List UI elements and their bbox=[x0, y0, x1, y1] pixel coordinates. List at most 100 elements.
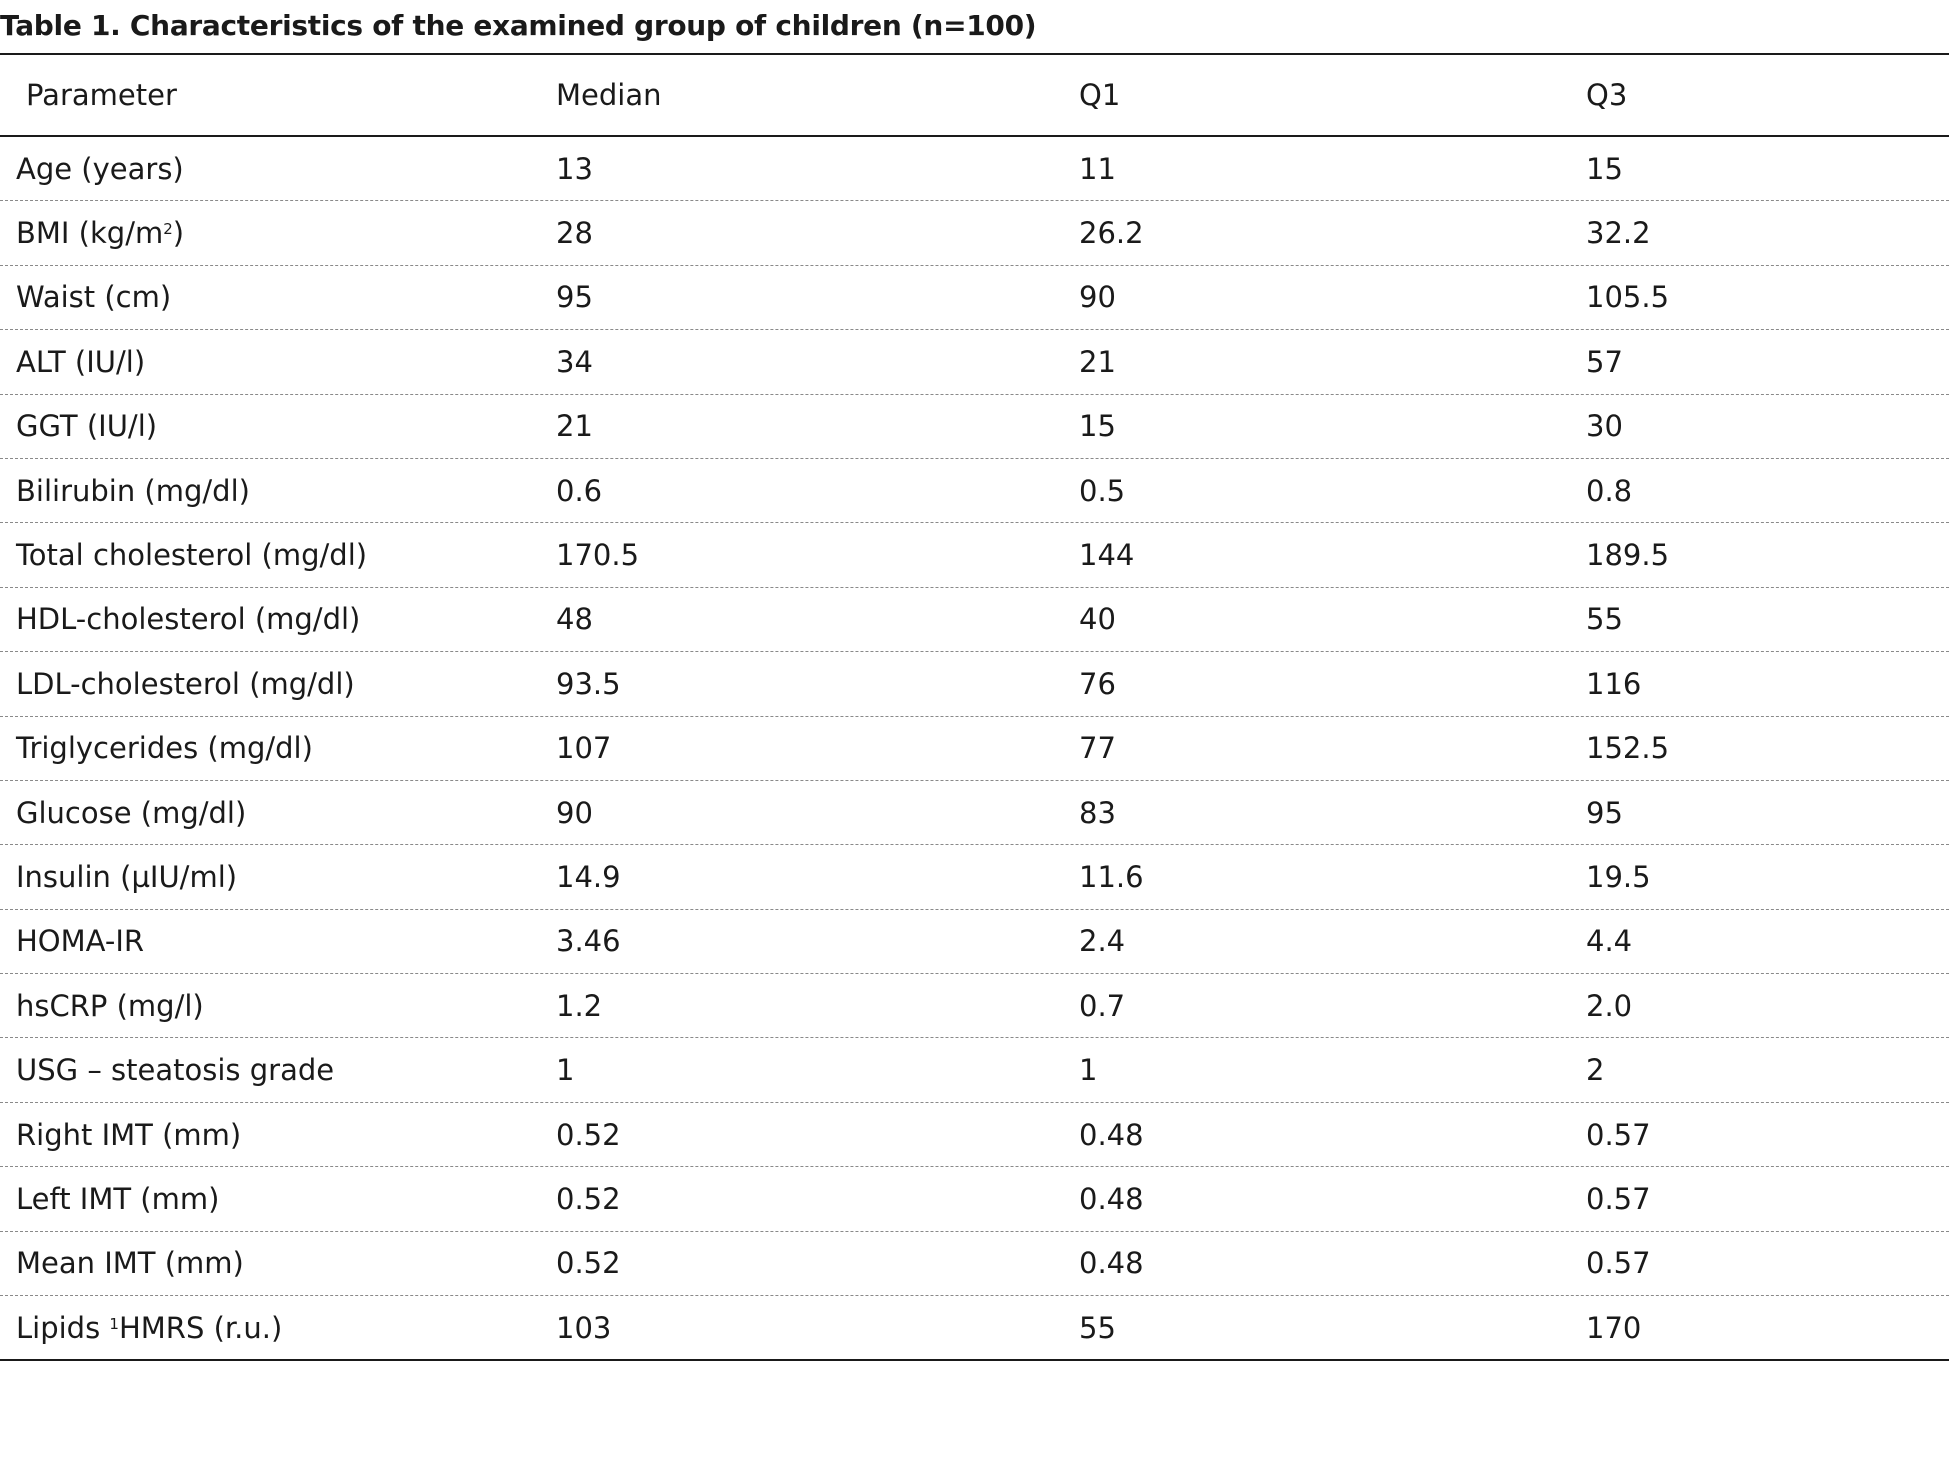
cell-parameter: Lipids 1HMRS (r.u.) bbox=[16, 1296, 282, 1359]
cell-q3: 0.57 bbox=[1586, 1246, 1651, 1281]
cell-parameter: Total cholesterol (mg/dl) bbox=[16, 523, 367, 586]
parameter-main: LDL-cholesterol (mg/dl) bbox=[16, 666, 355, 701]
cell-q1: 144 bbox=[1079, 538, 1135, 573]
parameter-main: Left IMT (mm) bbox=[16, 1181, 220, 1216]
parameter-text: Bilirubin (mg/dl) bbox=[16, 474, 250, 508]
parameter-text: hsCRP (mg/l) bbox=[16, 989, 204, 1023]
table-row: HOMA-IR 3.46 2.4 4.4 bbox=[0, 910, 1949, 975]
cell-q3: 189.5 bbox=[1586, 538, 1670, 573]
parameter-main: Mean IMT (mm) bbox=[16, 1246, 244, 1281]
table-row: BMI (kg/m2) 28 26.2 32.2 bbox=[0, 201, 1949, 266]
cell-median: 3.46 bbox=[556, 924, 621, 959]
cell-q3: 0.57 bbox=[1586, 1117, 1651, 1152]
cell-q3: 116 bbox=[1586, 666, 1642, 701]
cell-q1: 11 bbox=[1079, 151, 1116, 186]
parameter-main: GGT (IU/l) bbox=[16, 409, 158, 444]
parameter-main: Total cholesterol (mg/dl) bbox=[16, 538, 368, 573]
cell-q1: 0.5 bbox=[1079, 473, 1126, 508]
table-row: Lipids 1HMRS (r.u.) 103 55 170 bbox=[0, 1296, 1949, 1359]
cell-parameter: hsCRP (mg/l) bbox=[16, 974, 204, 1037]
parameter-text: Lipids 1HMRS (r.u.) bbox=[16, 1311, 282, 1345]
table-row: HDL-cholesterol (mg/dl) 48 40 55 bbox=[0, 588, 1949, 653]
table-row: ALT (IU/l) 34 21 57 bbox=[0, 330, 1949, 395]
parameter-text: GGT (IU/l) bbox=[16, 409, 157, 443]
cell-q1: 11.6 bbox=[1079, 859, 1144, 894]
parameter-main: Triglycerides (mg/dl) bbox=[16, 731, 313, 766]
cell-q3: 2 bbox=[1586, 1053, 1605, 1088]
cell-median: 21 bbox=[556, 409, 593, 444]
cell-q3: 30 bbox=[1586, 409, 1623, 444]
table-row: GGT (IU/l) 21 15 30 bbox=[0, 395, 1949, 459]
table-row: Waist (cm) 95 90 105.5 bbox=[0, 266, 1949, 331]
cell-q3: 170 bbox=[1586, 1310, 1642, 1345]
header-q1: Q1 bbox=[1079, 78, 1121, 112]
cell-q1: 0.7 bbox=[1079, 988, 1126, 1023]
cell-parameter: Bilirubin (mg/dl) bbox=[16, 459, 250, 522]
parameter-main: USG – steatosis grade bbox=[16, 1053, 335, 1088]
cell-q1: 0.48 bbox=[1079, 1181, 1144, 1216]
parameter-text: Age (years) bbox=[16, 152, 184, 186]
cell-parameter: Triglycerides (mg/dl) bbox=[16, 717, 313, 780]
parameter-text: LDL-cholesterol (mg/dl) bbox=[16, 667, 355, 701]
cell-q3: 95 bbox=[1586, 795, 1623, 830]
cell-parameter: ALT (IU/l) bbox=[16, 330, 145, 393]
cell-median: 14.9 bbox=[556, 859, 621, 894]
cell-q1: 40 bbox=[1079, 602, 1116, 637]
parameter-main: Right IMT (mm) bbox=[16, 1117, 242, 1152]
header-parameter: Parameter bbox=[26, 78, 177, 112]
header-median: Median bbox=[556, 78, 662, 112]
parameter-main: ALT (IU/l) bbox=[16, 344, 146, 379]
cell-q1: 83 bbox=[1079, 795, 1116, 830]
cell-q3: 2.0 bbox=[1586, 988, 1633, 1023]
table-body: Age (years) 13 11 15 BMI (kg/m2) 28 26.2 32.2 Wa… bbox=[0, 137, 1949, 1359]
cell-parameter: USG – steatosis grade bbox=[16, 1038, 334, 1101]
cell-parameter: Right IMT (mm) bbox=[16, 1103, 241, 1166]
cell-q1: 0.48 bbox=[1079, 1246, 1144, 1281]
header-q3: Q3 bbox=[1586, 78, 1628, 112]
table-row: Triglycerides (mg/dl) 107 77 152.5 bbox=[0, 717, 1949, 781]
characteristics-table: Parameter Median Q1 Q3 Age (years) 13 11 15… bbox=[0, 53, 1949, 1362]
cell-parameter: HDL-cholesterol (mg/dl) bbox=[16, 588, 360, 651]
cell-median: 103 bbox=[556, 1310, 612, 1345]
cell-q3: 57 bbox=[1586, 344, 1623, 379]
parameter-text: Left IMT (mm) bbox=[16, 1182, 219, 1216]
table-caption: Table 1. Characteristics of the examined… bbox=[0, 9, 1037, 42]
cell-q1: 21 bbox=[1079, 344, 1116, 379]
parameter-text: BMI (kg/m2) bbox=[16, 216, 184, 250]
parameter-main: Waist (cm) bbox=[16, 280, 172, 315]
cell-q3: 19.5 bbox=[1586, 859, 1651, 894]
table-row: Right IMT (mm) 0.52 0.48 0.57 bbox=[0, 1103, 1949, 1168]
cell-median: 170.5 bbox=[556, 538, 640, 573]
cell-parameter: LDL-cholesterol (mg/dl) bbox=[16, 652, 355, 715]
table-row: Glucose (mg/dl) 90 83 95 bbox=[0, 781, 1949, 846]
table-row: Insulin (µIU/ml) 14.9 11.6 19.5 bbox=[0, 845, 1949, 910]
parameter-superscript: 1 bbox=[109, 1314, 119, 1333]
parameter-text: ALT (IU/l) bbox=[16, 345, 145, 379]
cell-parameter: Mean IMT (mm) bbox=[16, 1232, 244, 1295]
cell-parameter: Glucose (mg/dl) bbox=[16, 781, 246, 844]
parameter-main: HMRS (r.u.) bbox=[118, 1310, 283, 1345]
cell-median: 0.52 bbox=[556, 1181, 621, 1216]
table-row: Left IMT (mm) 0.52 0.48 0.57 bbox=[0, 1167, 1949, 1232]
table-row: hsCRP (mg/l) 1.2 0.7 2.0 bbox=[0, 974, 1949, 1039]
cell-median: 48 bbox=[556, 602, 593, 637]
parameter-main: BMI (kg/m bbox=[16, 216, 164, 251]
cell-q1: 76 bbox=[1079, 666, 1116, 701]
table-header-row: Parameter Median Q1 Q3 bbox=[0, 55, 1949, 137]
cell-q3: 55 bbox=[1586, 602, 1623, 637]
parameter-text: Triglycerides (mg/dl) bbox=[16, 731, 313, 765]
cell-q3: 152.5 bbox=[1586, 731, 1670, 766]
cell-q3: 4.4 bbox=[1586, 924, 1633, 959]
table-row: LDL-cholesterol (mg/dl) 93.5 76 116 bbox=[0, 652, 1949, 717]
parameter-text: USG – steatosis grade bbox=[16, 1053, 334, 1087]
cell-parameter: Insulin (µIU/ml) bbox=[16, 845, 237, 908]
parameter-text: Total cholesterol (mg/dl) bbox=[16, 538, 367, 572]
cell-median: 95 bbox=[556, 280, 593, 315]
table-row: Mean IMT (mm) 0.52 0.48 0.57 bbox=[0, 1232, 1949, 1297]
parameter-main: Glucose (mg/dl) bbox=[16, 795, 247, 830]
cell-median: 13 bbox=[556, 151, 593, 186]
cell-q3: 105.5 bbox=[1586, 280, 1670, 315]
parameter-text: Mean IMT (mm) bbox=[16, 1246, 244, 1280]
parameter-text: Glucose (mg/dl) bbox=[16, 796, 246, 830]
cell-median: 0.6 bbox=[556, 473, 603, 508]
